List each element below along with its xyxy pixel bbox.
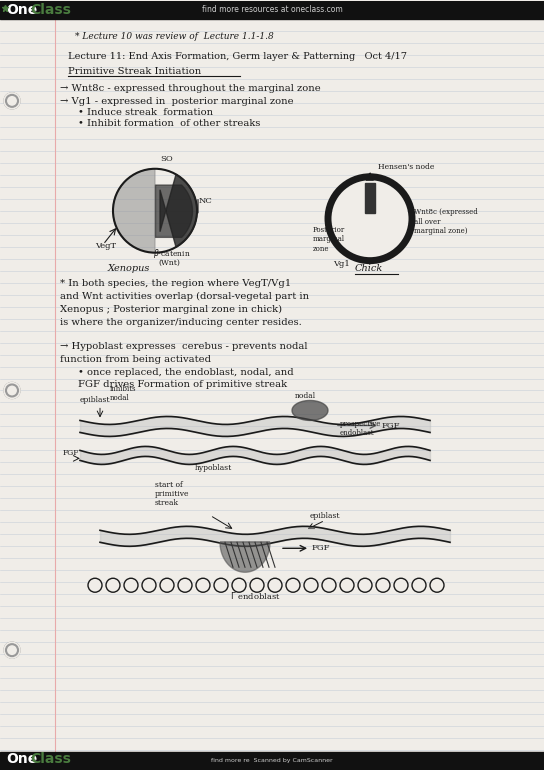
Circle shape (4, 642, 20, 658)
Text: FGF drives Formation of primitive streak: FGF drives Formation of primitive streak (78, 380, 287, 390)
Text: Wnt8c (expressed: Wnt8c (expressed (414, 208, 478, 216)
Text: • Inhibit formation  of other streaks: • Inhibit formation of other streaks (78, 119, 261, 128)
Text: Vg1: Vg1 (333, 259, 350, 268)
Circle shape (430, 578, 444, 592)
Text: Hensen's node: Hensen's node (378, 162, 434, 171)
Circle shape (340, 578, 354, 592)
Text: → Hypoblast expresses  cerebus - prevents nodal: → Hypoblast expresses cerebus - prevents… (60, 342, 307, 350)
Circle shape (4, 642, 20, 658)
Text: One: One (6, 752, 37, 766)
Text: nodal: nodal (295, 393, 316, 400)
Circle shape (124, 578, 138, 592)
Text: epiblast: epiblast (310, 512, 341, 521)
Text: epiblast: epiblast (80, 397, 110, 404)
Circle shape (412, 578, 426, 592)
Circle shape (304, 578, 318, 592)
Text: • once replaced, the endoblast, nodal, and: • once replaced, the endoblast, nodal, a… (78, 367, 294, 377)
Text: * In both species, the region where VegT/Vg1: * In both species, the region where VegT… (60, 279, 291, 288)
Polygon shape (160, 174, 197, 247)
Text: find more re  Scanned by CamScanner: find more re Scanned by CamScanner (211, 758, 333, 763)
Circle shape (88, 578, 102, 592)
Circle shape (214, 578, 228, 592)
Circle shape (106, 578, 120, 592)
Circle shape (160, 578, 174, 592)
Text: One: One (6, 3, 37, 17)
Circle shape (268, 578, 282, 592)
Text: prospective
endoblast: prospective endoblast (340, 420, 381, 437)
Text: start of
primitive
streak: start of primitive streak (155, 481, 189, 507)
Text: inhibits
nodal: inhibits nodal (110, 385, 137, 403)
Text: Lecture 11: End Axis Formation, Germ layer & Patterning   Oct 4/17: Lecture 11: End Axis Formation, Germ lay… (68, 52, 407, 61)
Circle shape (178, 578, 192, 592)
Polygon shape (113, 169, 155, 253)
Text: Xenopus ; Posterior marginal zone in chick): Xenopus ; Posterior marginal zone in chi… (60, 304, 282, 313)
Circle shape (4, 93, 20, 109)
Circle shape (232, 578, 246, 592)
Circle shape (196, 578, 210, 592)
Text: Chick: Chick (355, 263, 384, 273)
Text: * Lecture 10 was review of  Lecture 1.1-1.8: * Lecture 10 was review of Lecture 1.1-1… (75, 32, 274, 41)
Text: • Induce streak  formation: • Induce streak formation (78, 108, 213, 117)
Text: SO: SO (160, 155, 173, 162)
Text: $\beta$-catenin: $\beta$-catenin (153, 246, 191, 259)
Text: and Wnt activities overlap (dorsal-vegetal part in: and Wnt activities overlap (dorsal-veget… (60, 292, 309, 300)
Text: FGF: FGF (382, 423, 400, 430)
Text: FGF: FGF (312, 544, 331, 552)
Circle shape (394, 578, 408, 592)
Text: Class: Class (30, 3, 71, 17)
Circle shape (4, 383, 20, 399)
Text: NC: NC (199, 196, 213, 205)
Text: Posterior
marginal
zone: Posterior marginal zone (313, 226, 345, 253)
Text: VegT: VegT (95, 242, 116, 249)
Text: marginal zone): marginal zone) (414, 226, 467, 235)
Polygon shape (292, 400, 328, 420)
Circle shape (4, 383, 20, 399)
Bar (365, 182, 375, 213)
Circle shape (4, 93, 20, 109)
Text: Primitive Streak Initiation: Primitive Streak Initiation (68, 67, 201, 76)
Circle shape (376, 578, 390, 592)
Text: (Wnt): (Wnt) (158, 259, 180, 266)
Text: is where the organizer/inducing center resides.: is where the organizer/inducing center r… (60, 317, 302, 326)
Text: Class: Class (30, 752, 71, 766)
Polygon shape (220, 542, 270, 572)
Text: $\Gamma$ endoblast: $\Gamma$ endoblast (230, 591, 281, 601)
Text: Xenopus: Xenopus (108, 263, 150, 273)
Text: → Vg1 - expressed in  posterior marginal zone: → Vg1 - expressed in posterior marginal … (60, 97, 294, 105)
Text: find more resources at oneclass.com: find more resources at oneclass.com (202, 5, 342, 14)
Circle shape (250, 578, 264, 592)
Circle shape (332, 181, 408, 256)
Circle shape (358, 578, 372, 592)
Bar (0, 752, 544, 770)
Text: hypoblast: hypoblast (195, 464, 232, 472)
Text: FGF: FGF (63, 450, 79, 457)
Text: function from being activated: function from being activated (60, 354, 211, 363)
Text: all over: all over (414, 218, 441, 226)
Circle shape (322, 578, 336, 592)
Bar (0, 1, 544, 19)
Text: → Wnt8c - expressed throughout the marginal zone: → Wnt8c - expressed throughout the margi… (60, 84, 321, 93)
Circle shape (286, 578, 300, 592)
Circle shape (142, 578, 156, 592)
